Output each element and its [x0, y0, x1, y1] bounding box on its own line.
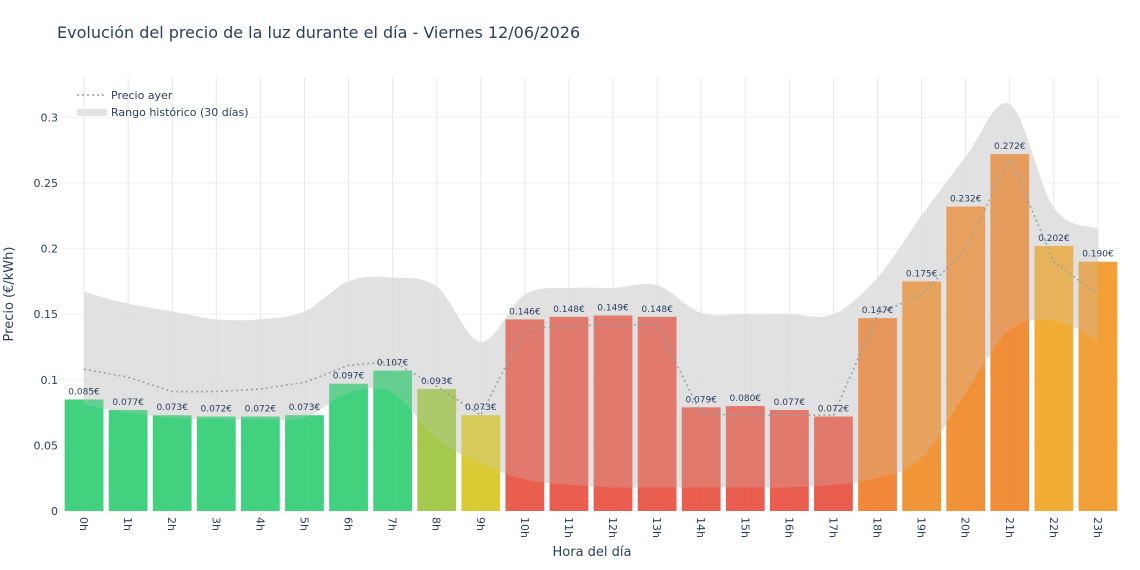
y-axis-title: Precio (€/kWh): [2, 247, 17, 342]
bar-17h[interactable]: [814, 416, 853, 511]
bar-5h[interactable]: [285, 415, 324, 511]
bar-value-label: 0.073€: [156, 403, 188, 413]
yesterday-line-layer: [83, 103, 1099, 488]
bar-7h[interactable]: [373, 370, 413, 511]
bar-value-label: 0.149€: [597, 303, 629, 313]
x-tick-label: 2h: [165, 517, 178, 531]
x-tick-label: 8h: [430, 517, 443, 531]
bar-2h[interactable]: [152, 415, 192, 511]
bar-20h[interactable]: [946, 206, 986, 511]
x-tick-label: 6h: [342, 517, 355, 531]
bars: [64, 154, 1118, 511]
x-tick-label: 4h: [253, 517, 266, 531]
y-tick-label: 0.3: [41, 111, 59, 124]
x-tick-label: 17h: [826, 517, 839, 538]
bar-value-label: 0.072€: [818, 405, 850, 415]
y-axis-ticks: 0 0.05 0.1 0.15 0.2 0.25 0.3: [34, 111, 59, 518]
bar-16h[interactable]: [769, 409, 809, 511]
x-tick-label: 0h: [77, 517, 90, 531]
bar-22h[interactable]: [1034, 245, 1074, 511]
x-tick-label: 19h: [915, 517, 928, 538]
bar-0h[interactable]: [64, 399, 104, 511]
bar-value-label: 0.077€: [774, 398, 806, 408]
x-tick-label: 15h: [738, 517, 751, 538]
bar-value-label: 0.147€: [862, 306, 894, 316]
bar-value-label: 0.232€: [950, 195, 982, 205]
x-tick-label: 12h: [606, 517, 619, 538]
bar-value-label: 0.073€: [289, 403, 321, 413]
bar-19h[interactable]: [902, 281, 942, 511]
x-tick-label: 21h: [1003, 517, 1016, 538]
bar-value-label: 0.080€: [730, 394, 762, 404]
bar-18h[interactable]: [858, 318, 897, 511]
x-tick-label: 9h: [474, 517, 487, 531]
x-tick-label: 16h: [782, 517, 795, 538]
x-tick-label: 11h: [562, 517, 575, 538]
bar-8h[interactable]: [417, 388, 457, 511]
bar-value-label: 0.073€: [465, 403, 497, 413]
bar-value-label: 0.097€: [333, 372, 365, 382]
y-tick-label: 0.25: [34, 177, 59, 190]
x-tick-label: 7h: [386, 517, 399, 531]
legend-range-swatch: [77, 109, 107, 116]
x-tick-label: 20h: [959, 517, 972, 538]
bar-value-label: 0.085€: [68, 387, 100, 397]
bar-labels: 0.085€ 0.077€ 0.073€ 0.072€ 0.072€ 0.073€ 0.09…: [68, 142, 1114, 414]
bar-value-label: 0.175€: [906, 269, 938, 279]
bar-value-label: 0.072€: [245, 405, 277, 415]
y-tick-label: 0: [51, 505, 58, 518]
x-tick-label: 13h: [650, 517, 663, 538]
bar-value-label: 0.107€: [377, 359, 409, 369]
bar-14h[interactable]: [681, 407, 721, 511]
x-tick-label: 23h: [1091, 517, 1104, 538]
bar-15h[interactable]: [725, 406, 765, 511]
historic-range-overlay: [84, 103, 1098, 488]
bar-value-label: 0.079€: [685, 395, 717, 405]
legend-yesterday-label: Precio ayer: [111, 89, 173, 102]
x-axis-title: Hora del día: [553, 545, 632, 560]
x-tick-label: 14h: [694, 517, 707, 538]
bar-1h[interactable]: [108, 409, 148, 511]
bar-3h[interactable]: [196, 416, 236, 511]
bar-21h[interactable]: [990, 154, 1030, 511]
bar-11h[interactable]: [549, 316, 589, 511]
bar-value-label: 0.077€: [112, 398, 144, 408]
bar-value-label: 0.148€: [553, 305, 585, 315]
bar-6h[interactable]: [329, 383, 368, 511]
bar-value-label: 0.272€: [994, 142, 1026, 152]
bar-value-label: 0.148€: [641, 305, 673, 315]
bar-value-label: 0.072€: [201, 405, 233, 415]
x-tick-label: 1h: [121, 517, 134, 531]
chart-title: Evolución del precio de la luz durante e…: [57, 23, 580, 42]
bar-value-label: 0.146€: [509, 307, 541, 317]
x-tick-label: 3h: [209, 517, 222, 531]
y-tick-label: 0.1: [41, 374, 59, 387]
bar-4h[interactable]: [240, 416, 280, 511]
x-tick-label: 22h: [1047, 517, 1060, 538]
bar-value-label: 0.093€: [421, 377, 453, 387]
y-tick-label: 0.15: [34, 308, 59, 321]
bar-value-label: 0.190€: [1082, 250, 1114, 260]
legend: Precio ayer Rango histórico (30 días): [77, 89, 249, 119]
bar-12h[interactable]: [593, 315, 633, 511]
bar-10h[interactable]: [505, 319, 545, 511]
y-tick-label: 0.2: [41, 243, 59, 256]
x-tick-label: 18h: [871, 517, 884, 538]
bar-value-label: 0.202€: [1038, 234, 1070, 244]
x-tick-label: 10h: [518, 517, 531, 538]
bar-23h[interactable]: [1078, 261, 1118, 511]
x-tick-label: 5h: [297, 517, 310, 531]
legend-range-label: Rango histórico (30 días): [111, 106, 249, 119]
x-axis-ticks: 0h 1h 2h 3h 4h 5h 6h 7h 8h 9h 10h 11h 12h 13h 14h 15h 16…: [77, 517, 1104, 538]
y-tick-label: 0.05: [34, 439, 59, 452]
bar-9h[interactable]: [461, 415, 501, 511]
